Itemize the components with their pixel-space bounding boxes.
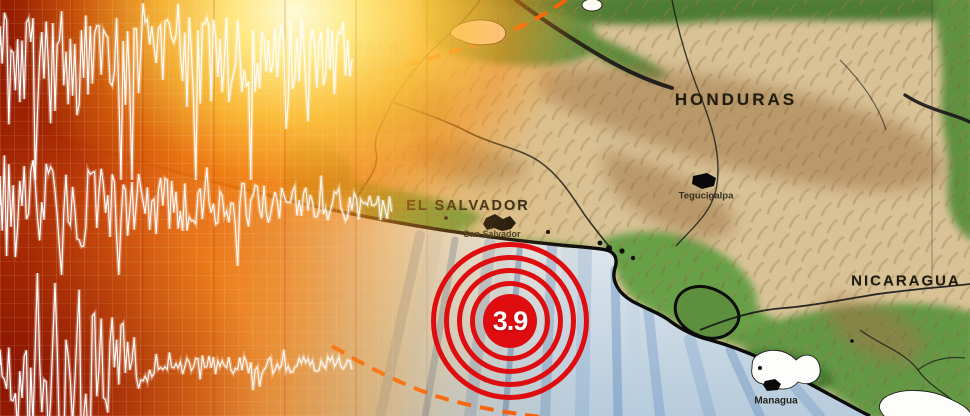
label-tegucigalpa: Tegucigalpa: [678, 190, 734, 202]
label-nicaragua: NICARAGUA: [851, 272, 961, 290]
label-honduras: HONDURAS: [674, 90, 798, 109]
label-el-salvador: EL SALVADOR: [406, 198, 530, 214]
label-managua: Managua: [754, 395, 798, 407]
label-guatemala: GUATEMALA: [288, 38, 402, 56]
label-san-salvador: San Salvador: [463, 229, 521, 239]
epicenter-magnitude-badge: 3.9: [483, 294, 537, 348]
magnitude-value: 3.9: [492, 305, 529, 336]
